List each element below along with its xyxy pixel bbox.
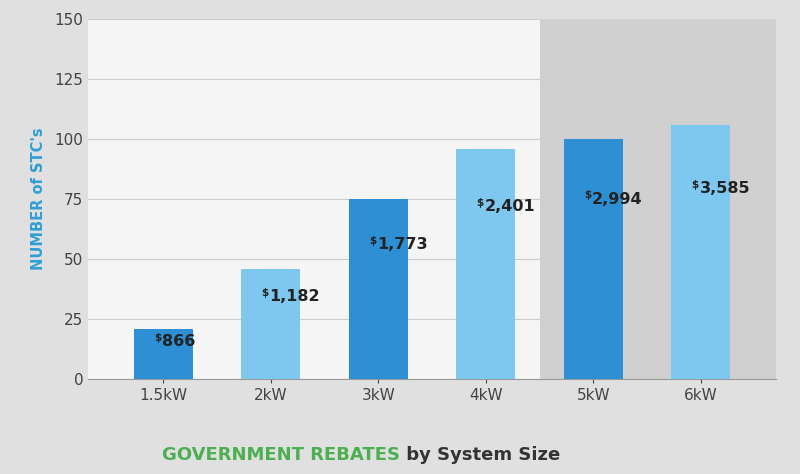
Bar xyxy=(456,149,515,379)
Bar xyxy=(671,125,730,379)
Text: $: $ xyxy=(154,333,161,343)
Text: $: $ xyxy=(262,288,269,298)
Text: $: $ xyxy=(476,198,483,208)
Bar xyxy=(539,19,776,379)
Bar xyxy=(134,329,193,379)
Text: GOVERNMENT REBATES: GOVERNMENT REBATES xyxy=(162,446,400,464)
Text: 1,773: 1,773 xyxy=(377,237,428,252)
Y-axis label: NUMBER of STC's: NUMBER of STC's xyxy=(31,128,46,270)
Text: $: $ xyxy=(369,236,376,246)
Text: 1,182: 1,182 xyxy=(270,289,320,304)
Bar xyxy=(349,199,408,379)
Text: 866: 866 xyxy=(162,334,195,349)
Bar xyxy=(564,139,623,379)
Text: $: $ xyxy=(584,191,591,201)
Bar xyxy=(241,269,300,379)
Text: $: $ xyxy=(691,180,698,190)
Text: by System Size: by System Size xyxy=(400,446,560,464)
Text: 3,585: 3,585 xyxy=(700,181,750,196)
Text: 2,994: 2,994 xyxy=(592,191,643,207)
Text: 2,401: 2,401 xyxy=(485,199,535,214)
